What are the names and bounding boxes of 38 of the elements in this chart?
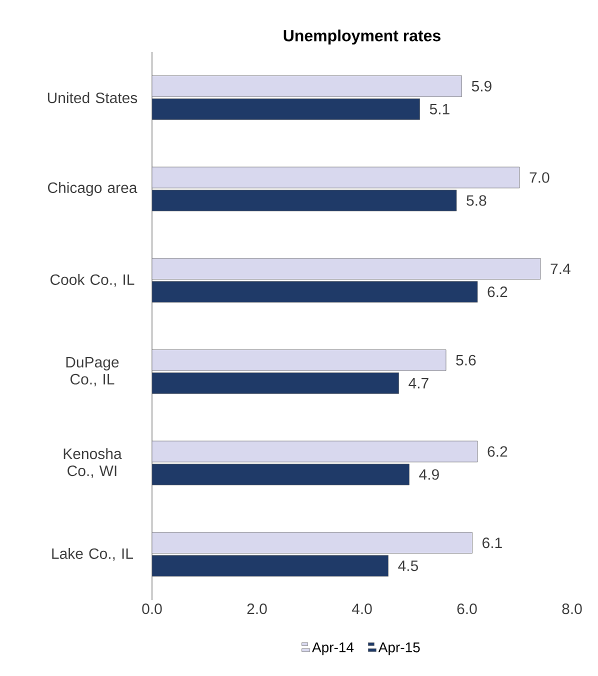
bar xyxy=(152,440,478,462)
data-label: 5.6 xyxy=(456,354,476,366)
y-tick-label: United States xyxy=(48,92,138,104)
data-label: 5.1 xyxy=(430,104,450,114)
legend-label: Apr-15 xyxy=(378,642,420,656)
y-tick-label: Cook Co., IL xyxy=(50,274,134,287)
y-tick-label: Chicago area xyxy=(48,182,138,196)
y-tick-label: Lake Co., IL xyxy=(52,548,133,561)
data-label: 7.0 xyxy=(530,172,550,183)
x-tick-label: 2.0 xyxy=(247,604,267,614)
bar xyxy=(152,281,478,303)
bar xyxy=(152,349,446,371)
bar xyxy=(152,166,520,188)
bar xyxy=(152,190,457,212)
data-label: 5.9 xyxy=(472,80,492,92)
bar xyxy=(152,532,472,554)
x-tick-label: 0.0 xyxy=(142,604,162,614)
bar xyxy=(152,464,410,486)
data-label: 6.2 xyxy=(488,446,508,457)
legend-label: Apr-14 xyxy=(312,642,354,656)
data-label: 4.5 xyxy=(398,560,418,572)
data-label: 4.7 xyxy=(408,378,428,388)
bar xyxy=(152,75,462,97)
bar xyxy=(152,98,420,120)
x-tick-label: 6.0 xyxy=(457,604,477,614)
x-tick-label: 8.0 xyxy=(562,604,582,614)
data-label: 4.9 xyxy=(419,469,439,480)
y-tick-label: Kenosha Co., WI xyxy=(64,448,122,478)
chart-title: Unemployment rates xyxy=(284,30,440,45)
x-tick-label: 4.0 xyxy=(352,604,372,614)
data-label: 7.4 xyxy=(550,264,570,274)
data-label: 6.1 xyxy=(482,538,502,548)
data-label: 5.8 xyxy=(466,195,486,206)
y-tick-label: DuPage Co., IL xyxy=(66,357,119,386)
bar xyxy=(152,258,541,280)
data-label: 6.2 xyxy=(488,286,508,298)
bar xyxy=(152,555,388,577)
bar xyxy=(152,372,399,394)
